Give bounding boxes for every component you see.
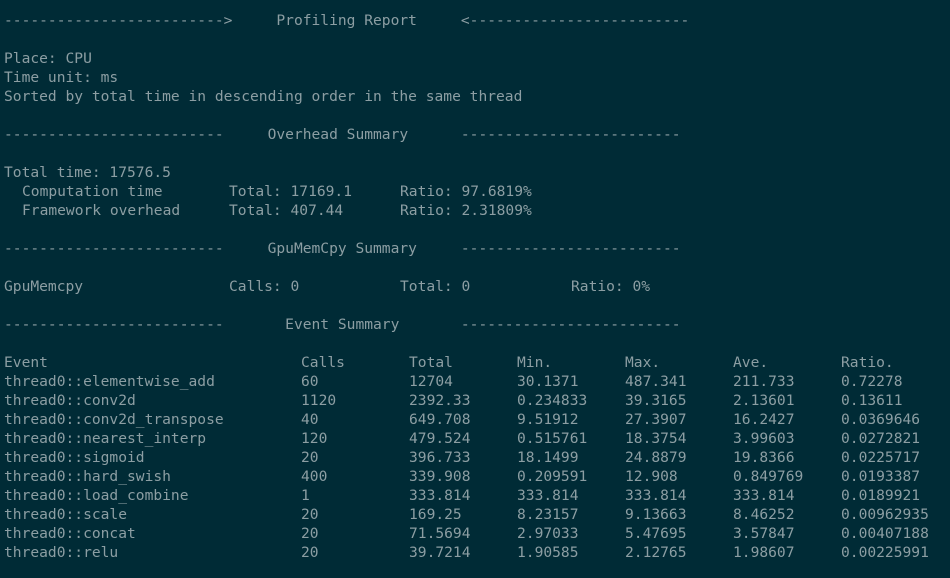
event-total: 169.25 bbox=[409, 506, 462, 523]
overhead-summary-header: ------------------------- Overhead Summa… bbox=[4, 126, 681, 143]
event-max: 333.814 bbox=[625, 487, 687, 504]
event-ave-header: Ave. bbox=[733, 354, 769, 371]
event-total: 39.7214 bbox=[409, 544, 471, 561]
event-ratio: 0.00225991 bbox=[841, 544, 929, 561]
event-min: 1.90585 bbox=[517, 544, 579, 561]
event-name: thread0::conv2d bbox=[4, 392, 136, 409]
event-min: 30.1371 bbox=[517, 373, 579, 390]
event-ratio: 0.0189921 bbox=[841, 487, 921, 504]
overhead-ratio: Ratio: 97.6819% bbox=[400, 183, 532, 200]
event-min: 8.23157 bbox=[517, 506, 579, 523]
gpumemcpy-ratio: Ratio: 0% bbox=[571, 278, 651, 295]
event-name: thread0::concat bbox=[4, 525, 136, 542]
event-ave: 1.98607 bbox=[733, 544, 795, 561]
event-ave: 16.2427 bbox=[733, 411, 795, 428]
event-max: 487.341 bbox=[625, 373, 687, 390]
event-ave: 2.13601 bbox=[733, 392, 795, 409]
event-ratio-header: Ratio. bbox=[841, 354, 894, 371]
event-calls: 20 bbox=[301, 544, 319, 561]
event-total: 12704 bbox=[409, 373, 453, 390]
event-max: 18.3754 bbox=[625, 430, 687, 447]
event-total: 333.814 bbox=[409, 487, 471, 504]
event-ratio: 0.0369646 bbox=[841, 411, 921, 428]
event-max: 27.3907 bbox=[625, 411, 687, 428]
event-name: thread0::conv2d_transpose bbox=[4, 411, 224, 428]
place-line: Place: CPU bbox=[4, 50, 92, 67]
event-max: 39.3165 bbox=[625, 392, 687, 409]
event-name-header: Event bbox=[4, 354, 48, 371]
event-ratio: 0.0225717 bbox=[841, 449, 921, 466]
event-ratio: 0.0193387 bbox=[841, 468, 921, 485]
event-max: 9.13663 bbox=[625, 506, 687, 523]
event-ratio: 0.00962935 bbox=[841, 506, 929, 523]
event-calls: 20 bbox=[301, 506, 319, 523]
event-ave: 333.814 bbox=[733, 487, 795, 504]
event-calls: 20 bbox=[301, 525, 319, 542]
overhead-name: Computation time bbox=[22, 183, 163, 200]
event-max-header: Max. bbox=[625, 354, 661, 371]
overhead-name: Framework overhead bbox=[22, 202, 181, 219]
overhead-total: Total: 407.44 bbox=[229, 202, 344, 219]
event-total: 2392.33 bbox=[409, 392, 471, 409]
event-min: 0.234833 bbox=[517, 392, 588, 409]
event-total: 479.524 bbox=[409, 430, 471, 447]
event-summary-header: ------------------------- Event Summary … bbox=[4, 316, 681, 333]
profiling-report-header: -------------------------> Profiling Rep… bbox=[4, 12, 690, 29]
event-total: 649.708 bbox=[409, 411, 471, 428]
event-calls: 40 bbox=[301, 411, 319, 428]
event-ratio: 0.72278 bbox=[841, 373, 903, 390]
event-max: 2.12765 bbox=[625, 544, 687, 561]
event-max: 5.47695 bbox=[625, 525, 687, 542]
overhead-total: Total: 17169.1 bbox=[229, 183, 353, 200]
event-ratio: 0.13611 bbox=[841, 392, 903, 409]
event-min: 2.97033 bbox=[517, 525, 579, 542]
event-calls: 400 bbox=[301, 468, 328, 485]
event-min: 9.51912 bbox=[517, 411, 579, 428]
event-ave: 3.57847 bbox=[733, 525, 795, 542]
event-ratio: 0.0272821 bbox=[841, 430, 921, 447]
total-time-line: Total time: 17576.5 bbox=[4, 164, 171, 181]
event-name: thread0::elementwise_add bbox=[4, 373, 215, 390]
event-ave: 3.99603 bbox=[733, 430, 795, 447]
event-total: 71.5694 bbox=[409, 525, 471, 542]
event-min: 0.209591 bbox=[517, 468, 588, 485]
event-calls: 120 bbox=[301, 430, 328, 447]
event-total: 339.908 bbox=[409, 468, 471, 485]
gpumemcpy-summary-header: ------------------------- GpuMemCpy Summ… bbox=[4, 240, 681, 257]
event-calls: 1 bbox=[301, 487, 310, 504]
event-min: 0.515761 bbox=[517, 430, 588, 447]
gpumemcpy-total: Total: 0 bbox=[400, 278, 471, 295]
event-ave: 211.733 bbox=[733, 373, 795, 390]
event-ave: 19.8366 bbox=[733, 449, 795, 466]
event-name: thread0::relu bbox=[4, 544, 119, 561]
event-calls-header: Calls bbox=[301, 354, 345, 371]
event-ratio: 0.00407188 bbox=[841, 525, 929, 542]
event-min: 18.1499 bbox=[517, 449, 579, 466]
event-min: 333.814 bbox=[517, 487, 579, 504]
event-min-header: Min. bbox=[517, 354, 553, 371]
event-name: thread0::load_combine bbox=[4, 487, 189, 504]
event-name: thread0::hard_swish bbox=[4, 468, 171, 485]
event-name: thread0::sigmoid bbox=[4, 449, 145, 466]
event-total: 396.733 bbox=[409, 449, 471, 466]
event-name: thread0::scale bbox=[4, 506, 128, 523]
event-name: thread0::nearest_interp bbox=[4, 430, 207, 447]
event-max: 12.908 bbox=[625, 468, 678, 485]
gpumemcpy-name: GpuMemcpy bbox=[4, 278, 84, 295]
overhead-ratio: Ratio: 2.31809% bbox=[400, 202, 532, 219]
event-total-header: Total bbox=[409, 354, 453, 371]
gpumemcpy-calls: Calls: 0 bbox=[229, 278, 300, 295]
sorted-by-line: Sorted by total time in descending order… bbox=[4, 88, 523, 105]
event-max: 24.8879 bbox=[625, 449, 687, 466]
event-ave: 8.46252 bbox=[733, 506, 795, 523]
event-calls: 1120 bbox=[301, 392, 337, 409]
event-calls: 60 bbox=[301, 373, 319, 390]
event-calls: 20 bbox=[301, 449, 319, 466]
time-unit-line: Time unit: ms bbox=[4, 69, 119, 86]
event-ave: 0.849769 bbox=[733, 468, 804, 485]
